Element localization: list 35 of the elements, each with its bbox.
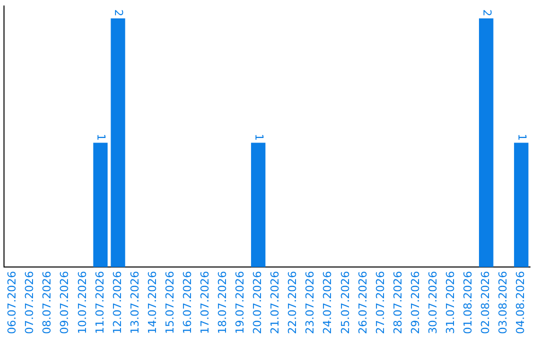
x-tick-label: 07.07.2026 (23, 271, 36, 334)
x-tick-label: 08.07.2026 (40, 271, 54, 334)
x-tick-label: 06.07.2026 (6, 271, 19, 334)
x-tick-label: 28.07.2026 (391, 271, 404, 334)
x-tick-label: 03.08.2026 (496, 271, 510, 334)
data-label: 1 (515, 134, 528, 141)
x-tick-label: 23.07.2026 (304, 271, 317, 334)
x-tick-label: 16.07.2026 (180, 271, 194, 334)
x-tick-label: 01.08.2026 (461, 271, 474, 334)
x-tick-label: 20.07.2026 (251, 271, 264, 334)
x-tick-label: 22.07.2026 (286, 271, 300, 334)
x-tick-label: 15.07.2026 (163, 271, 176, 334)
x-tick-label: 13.07.2026 (128, 271, 142, 334)
x-tick-label: 02.08.2026 (479, 271, 492, 334)
x-tick-label: 18.07.2026 (216, 271, 230, 334)
x-tick-label: 04.08.2026 (514, 271, 528, 334)
data-label: 2 (480, 9, 494, 16)
data-label: 1 (252, 134, 266, 141)
x-tick-label: 21.07.2026 (268, 271, 282, 334)
x-tick-label: 09.07.2026 (58, 271, 72, 334)
x-tick-label: 19.07.2026 (234, 271, 247, 334)
x-tick-label: 11.07.2026 (93, 271, 106, 334)
x-tick-label: 24.07.2026 (321, 271, 334, 334)
x-tick-label: 12.07.2026 (110, 271, 124, 334)
data-label: 2 (112, 9, 126, 16)
x-tick-label: 25.07.2026 (338, 271, 352, 334)
x-tick-label: 30.07.2026 (426, 271, 440, 334)
x-tick-label: 31.07.2026 (444, 271, 457, 334)
x-tick-label: 14.07.2026 (146, 271, 159, 334)
x-tick-label: 29.07.2026 (408, 271, 422, 334)
x-tick-label: 17.07.2026 (198, 271, 212, 334)
x-tick-label: 27.07.2026 (374, 271, 387, 334)
x-tick-label: 10.07.2026 (76, 271, 89, 334)
data-label: 1 (94, 134, 108, 141)
x-tick-label: 26.07.2026 (356, 271, 370, 334)
